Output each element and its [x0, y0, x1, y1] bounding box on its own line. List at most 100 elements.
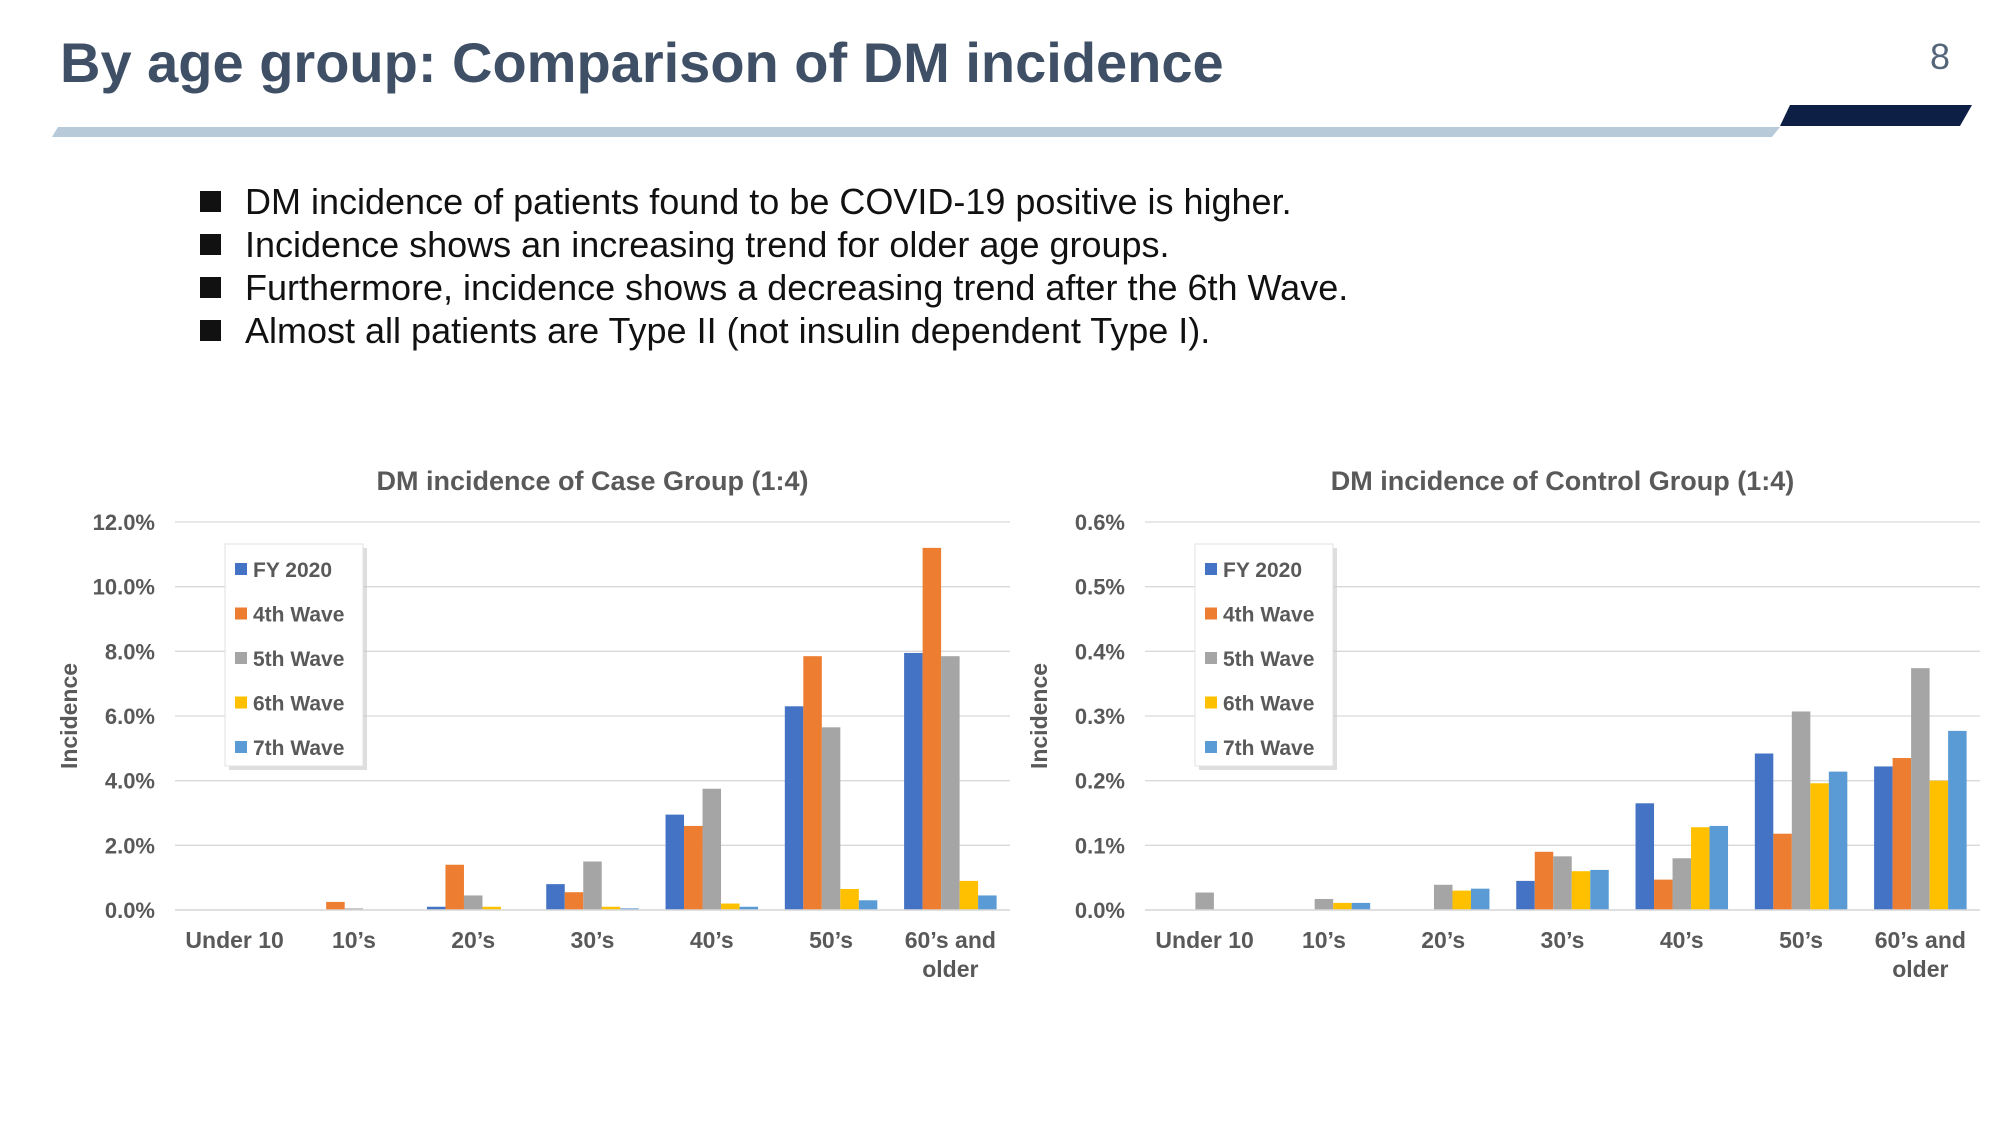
- case-legend-swatch: [235, 741, 247, 753]
- control-bar: [1791, 711, 1811, 910]
- case-bar: [784, 706, 804, 910]
- case-bar: [978, 895, 997, 910]
- bullet-list: DM incidence of patients found to be COV…: [200, 180, 1348, 352]
- bullet-item: Incidence shows an increasing trend for …: [200, 223, 1348, 266]
- case-bar: [426, 906, 446, 910]
- bullet-text: Almost all patients are Type II (not ins…: [245, 310, 1211, 351]
- case-y-tick-label: 0.0%: [105, 898, 155, 923]
- case-bar: [620, 908, 639, 910]
- case-y-tick-label: 8.0%: [105, 639, 155, 664]
- case-bar: [959, 880, 979, 910]
- case-legend-label: 4th Wave: [253, 604, 344, 627]
- control-bar: [1195, 892, 1214, 910]
- header-rule-dark: [1780, 105, 1972, 126]
- case-y-tick-label: 12.0%: [93, 510, 155, 535]
- control-category-label: 10’s: [1302, 927, 1346, 953]
- case-y-tick-label: 6.0%: [105, 704, 155, 729]
- case-y-tick-label: 4.0%: [105, 769, 155, 794]
- case-bar: [803, 656, 822, 910]
- case-category-label: 30’s: [571, 927, 615, 953]
- control-bar: [1754, 753, 1774, 910]
- case-legend-label: 7th Wave: [253, 737, 344, 760]
- case-legend-label: 5th Wave: [253, 648, 344, 671]
- case-category-label: 50’s: [809, 927, 853, 953]
- case-category-label: Under 10: [185, 927, 283, 953]
- case-category-label: 40’s: [690, 927, 734, 953]
- control-legend-label: 7th Wave: [1223, 737, 1314, 760]
- case-bar: [904, 652, 923, 910]
- control-y-tick-label: 0.6%: [1075, 510, 1125, 535]
- control-bar: [1773, 833, 1792, 910]
- bullet-text: Furthermore, incidence shows a decreasin…: [245, 267, 1349, 308]
- control-bar: [1929, 780, 1949, 910]
- case-bar: [326, 901, 345, 910]
- control-bar: [1433, 884, 1453, 910]
- case-category-label: 20’s: [451, 927, 495, 953]
- control-category-label: 60’s and: [1875, 927, 1966, 953]
- case-bar: [684, 825, 703, 910]
- control-category-label: 30’s: [1541, 927, 1585, 953]
- control-bar: [1691, 827, 1710, 910]
- header-rule: [52, 105, 1972, 137]
- control-bar: [1452, 890, 1471, 910]
- case-category-label: 10’s: [332, 927, 376, 953]
- case-bar: [702, 788, 722, 910]
- control-category-label: 40’s: [1660, 927, 1704, 953]
- control-bar: [1351, 902, 1371, 910]
- control-legend-swatch: [1205, 563, 1217, 575]
- control-bar: [1874, 766, 1893, 910]
- control-group-chart: DM incidence of Control Group (1:4) 0.0% 0…: [1025, 455, 1985, 1015]
- control-y-axis-label: Incidence: [1026, 663, 1052, 769]
- case-bar: [482, 906, 501, 910]
- case-group-chart: DM incidence of Case Group (1:4) 0.0% 2.0%…: [55, 455, 1015, 1015]
- control-bar: [1571, 871, 1591, 910]
- case-chart-title: DM incidence of Case Group (1:4): [376, 466, 808, 496]
- case-bar: [344, 908, 364, 910]
- case-bar: [665, 814, 685, 910]
- bullet-item: DM incidence of patients found to be COV…: [200, 180, 1348, 223]
- case-category-label: 60’s and: [905, 927, 996, 953]
- bullet-item: Almost all patients are Type II (not ins…: [200, 309, 1348, 352]
- case-bar: [463, 895, 483, 910]
- control-bar: [1911, 668, 1930, 910]
- control-legend-label: 4th Wave: [1223, 604, 1314, 627]
- case-bar: [583, 861, 602, 910]
- case-bar: [941, 656, 960, 910]
- case-bar: [922, 547, 942, 910]
- case-legend-swatch: [235, 563, 247, 575]
- control-bar: [1948, 730, 1967, 910]
- control-legend: [1194, 543, 1334, 767]
- case-y-tick-label: 2.0%: [105, 833, 155, 858]
- control-bar: [1553, 856, 1572, 910]
- case-legend-label: 6th Wave: [253, 693, 344, 716]
- control-y-tick-label: 0.3%: [1075, 704, 1125, 729]
- control-legend-swatch: [1205, 652, 1217, 664]
- control-bar: [1672, 858, 1692, 910]
- case-legend-swatch: [235, 696, 247, 709]
- control-group-chart-svg: DM incidence of Control Group (1:4) 0.0% 0…: [1026, 466, 1980, 982]
- case-group-chart-svg: DM incidence of Case Group (1:4) 0.0% 2.0%…: [56, 466, 1010, 982]
- control-bar: [1534, 851, 1554, 910]
- control-legend-swatch: [1205, 741, 1217, 753]
- control-category-label: older: [1892, 956, 1948, 982]
- control-legend-label: 5th Wave: [1223, 648, 1314, 671]
- control-bar: [1892, 758, 1912, 910]
- case-bar: [721, 903, 740, 910]
- square-bullet-icon: [200, 191, 221, 212]
- control-chart-title: DM incidence of Control Group (1:4): [1331, 466, 1795, 496]
- case-bar: [445, 864, 464, 910]
- control-legend-swatch: [1205, 696, 1217, 709]
- control-bar: [1470, 888, 1490, 910]
- case-legend-swatch: [235, 652, 247, 664]
- control-bar: [1709, 825, 1729, 910]
- case-legend-swatch: [235, 607, 247, 620]
- slide-title: By age group: Comparison of DM incidence: [60, 31, 1224, 94]
- case-y-axis-label: Incidence: [56, 663, 82, 769]
- header-rule-light: [52, 127, 1780, 137]
- control-bar: [1516, 880, 1535, 910]
- control-category-label: 20’s: [1421, 927, 1465, 953]
- control-legend-label: 6th Wave: [1223, 693, 1314, 716]
- control-legend-swatch: [1205, 607, 1217, 620]
- case-bar: [821, 727, 841, 910]
- case-bar: [601, 906, 621, 910]
